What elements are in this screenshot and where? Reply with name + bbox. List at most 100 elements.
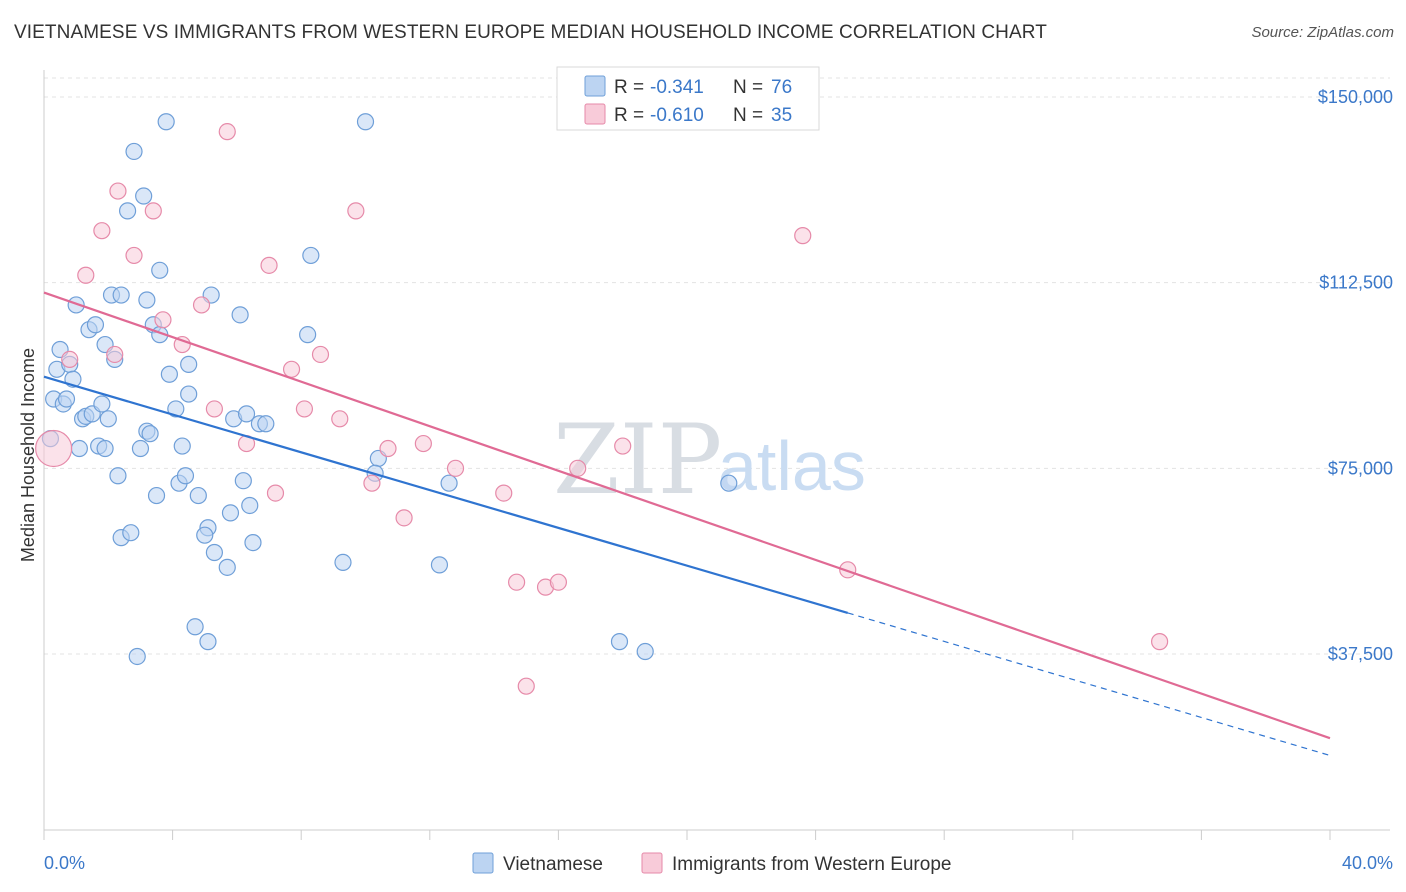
bottom-legend: Vietnamese Immigrants from Western Europ…	[472, 852, 951, 875]
point-vietnamese	[356, 113, 375, 131]
point-vietnamese	[131, 439, 150, 458]
point-western-europe	[446, 459, 465, 477]
point-western-europe	[144, 202, 162, 220]
point-vietnamese	[205, 543, 223, 562]
point-western-europe	[61, 350, 79, 369]
point-western-europe	[794, 227, 812, 245]
legend-swatch-vietnamese	[584, 75, 606, 97]
chart-title: VIETNAMESE VS IMMIGRANTS FROM WESTERN EU…	[14, 22, 1047, 43]
point-vietnamese	[440, 474, 458, 492]
point-western-europe	[93, 222, 111, 240]
point-vietnamese	[151, 261, 169, 279]
point-western-europe	[109, 182, 127, 200]
point-vietnamese	[138, 291, 156, 309]
point-vietnamese	[299, 326, 317, 344]
point-vietnamese	[231, 306, 249, 324]
point-vietnamese	[167, 400, 185, 418]
trend-line-vietnamese	[43, 375, 849, 614]
point-vietnamese	[221, 504, 240, 522]
point-vietnamese	[86, 316, 105, 334]
legend-r-label-vietnamese: R =	[614, 77, 644, 98]
point-vietnamese	[135, 187, 153, 205]
point-vietnamese	[128, 647, 146, 666]
point-vietnamese	[430, 556, 449, 574]
y-tick-label: $75,000	[1328, 458, 1393, 478]
point-western-europe	[192, 296, 211, 314]
point-western-europe	[205, 400, 223, 418]
y-tick-labels: $37,500 $75,000 $112,500 $150,000	[1318, 87, 1393, 664]
point-vietnamese	[257, 415, 275, 433]
point-vietnamese	[147, 486, 166, 505]
point-western-europe	[839, 561, 857, 579]
point-vietnamese	[180, 385, 198, 403]
point-western-europe	[363, 474, 381, 492]
point-vietnamese	[199, 633, 217, 651]
point-vietnamese	[118, 202, 137, 220]
point-vietnamese	[334, 553, 352, 572]
legend-r-value-vietnamese: -0.341	[650, 77, 704, 98]
bottom-legend-label-western-europe: Immigrants from Western Europe	[672, 854, 951, 875]
point-vietnamese	[122, 524, 140, 542]
y-tick-label: $150,000	[1318, 87, 1393, 107]
x-tick-label-min: 0.0%	[44, 853, 85, 873]
point-western-europe	[331, 410, 349, 428]
point-western-europe	[35, 429, 73, 468]
series-western-europe-points	[35, 123, 1169, 695]
point-western-europe	[260, 256, 278, 274]
point-vietnamese	[186, 618, 204, 636]
point-western-europe	[495, 484, 513, 502]
point-vietnamese	[99, 410, 117, 428]
point-western-europe	[569, 459, 587, 477]
point-western-europe	[414, 434, 432, 453]
point-western-europe	[295, 400, 314, 418]
point-western-europe	[1151, 633, 1169, 651]
point-vietnamese	[180, 355, 198, 373]
legend-n-label-vietnamese: N =	[733, 77, 763, 98]
point-vietnamese	[176, 467, 195, 485]
legend-n-value-western-europe: 35	[771, 105, 792, 126]
point-western-europe	[154, 311, 172, 329]
point-vietnamese	[96, 439, 114, 458]
point-western-europe	[508, 573, 526, 591]
point-western-europe	[395, 509, 413, 527]
point-western-europe	[218, 123, 236, 141]
point-vietnamese	[70, 439, 88, 458]
point-western-europe	[106, 345, 124, 364]
point-vietnamese	[57, 390, 76, 408]
point-vietnamese	[160, 365, 178, 383]
grid-lines	[44, 77, 1390, 655]
point-western-europe	[549, 573, 568, 591]
source-credit: Source: ZipAtlas.com	[1251, 24, 1394, 41]
point-vietnamese	[218, 558, 236, 576]
point-vietnamese	[234, 472, 252, 490]
legend-swatch-western-europe	[584, 103, 606, 125]
legend-r-label-western-europe: R =	[614, 105, 644, 126]
point-vietnamese	[237, 405, 256, 423]
x-tick-label-max: 40.0%	[1342, 853, 1393, 873]
bottom-legend-label-vietnamese: Vietnamese	[503, 854, 603, 875]
point-western-europe	[517, 677, 535, 695]
legend-n-value-vietnamese: 76	[771, 77, 792, 98]
point-western-europe	[173, 335, 191, 354]
point-vietnamese	[173, 437, 191, 455]
point-western-europe	[379, 439, 397, 458]
legend: R = -0.341 N = 76 R = -0.610 N = 35	[556, 66, 820, 131]
trend-line-western-europe	[43, 291, 1331, 740]
point-vietnamese	[636, 642, 654, 661]
legend-r-value-western-europe: -0.610	[650, 105, 704, 126]
point-western-europe	[125, 246, 143, 265]
point-western-europe	[266, 484, 285, 502]
series-vietnamese-points	[41, 113, 738, 666]
bottom-legend-swatch-vietnamese	[472, 852, 494, 874]
point-vietnamese	[157, 113, 175, 131]
watermark-atlas: atlas	[718, 427, 866, 505]
point-vietnamese	[125, 142, 143, 161]
point-vietnamese	[302, 246, 320, 265]
point-vietnamese	[610, 633, 629, 651]
point-vietnamese	[244, 533, 262, 552]
point-western-europe	[614, 437, 632, 455]
legend-n-label-western-europe: N =	[733, 105, 763, 126]
point-vietnamese	[67, 296, 85, 314]
trend-lines	[43, 291, 1331, 757]
